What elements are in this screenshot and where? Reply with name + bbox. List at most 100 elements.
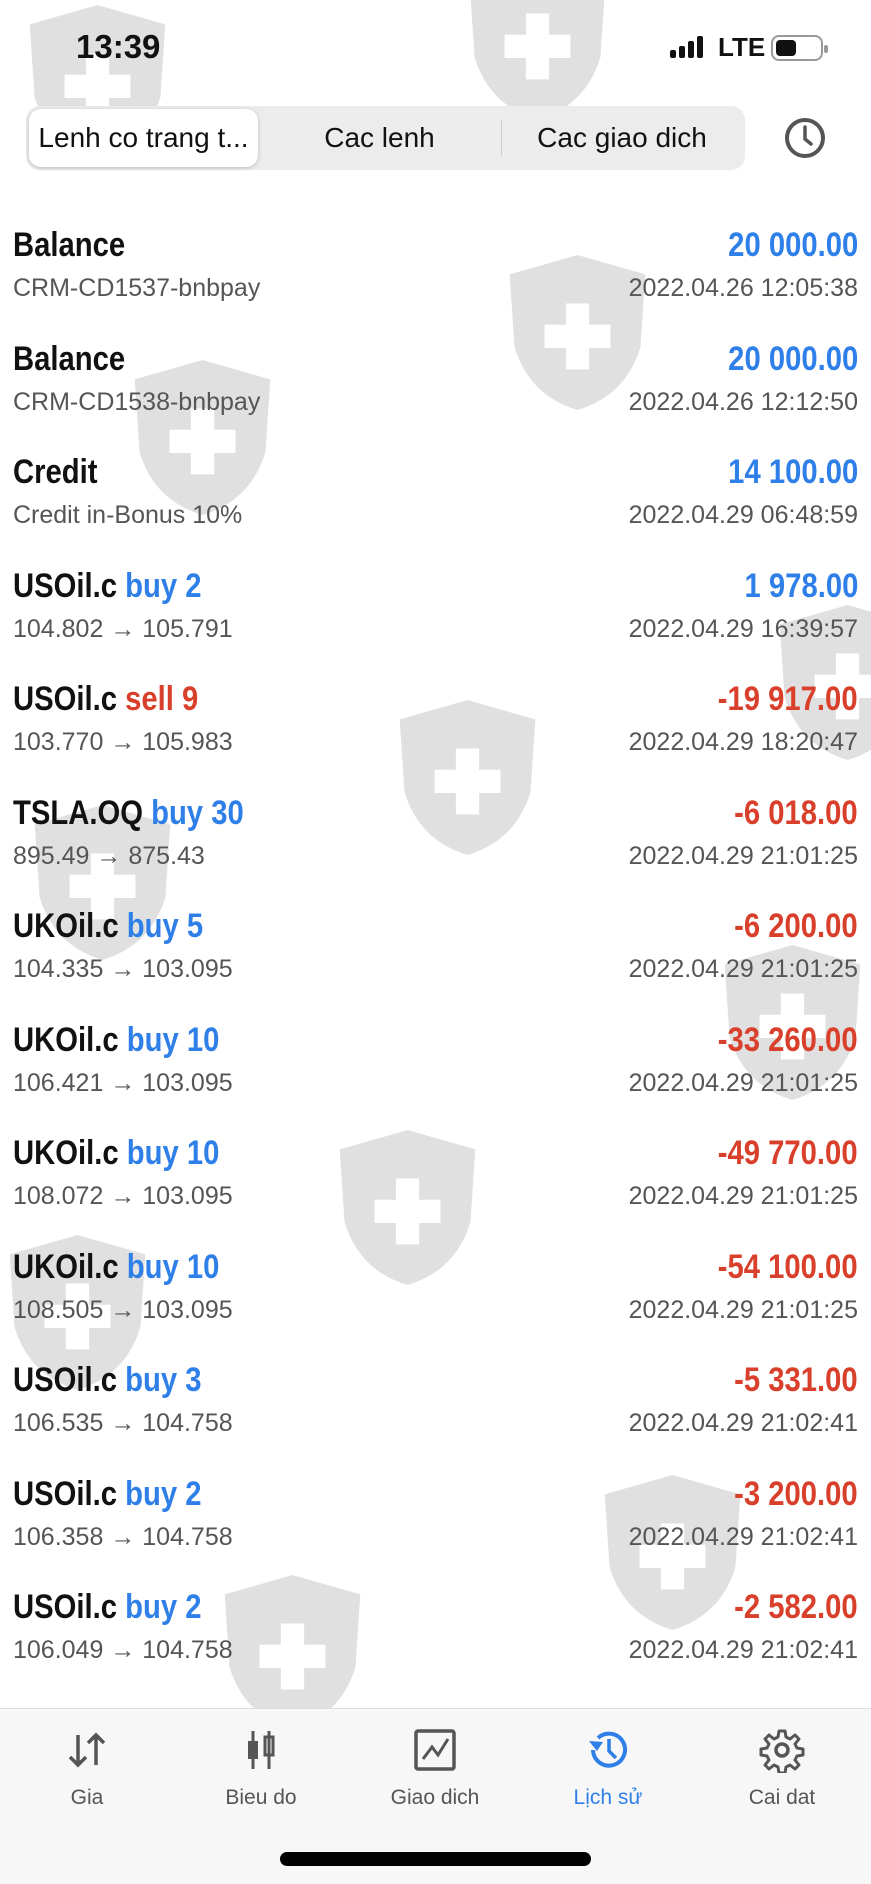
row-title: Balance [13, 226, 125, 265]
row-action: buy 5 [126, 907, 204, 945]
row-subtitle: 106.358 → 104.758 [13, 1522, 233, 1551]
history-row[interactable]: USOil.c buy 2 1 978.00 104.802 → 105.791… [0, 553, 871, 667]
row-datetime: 2022.04.29 21:01:25 [628, 955, 858, 983]
history-row[interactable]: UKOil.c buy 5 -6 200.00 104.335 → 103.09… [0, 893, 871, 1007]
row-title: USOil.c buy 2 [13, 1588, 202, 1627]
row-action: buy 2 [125, 1588, 202, 1626]
status-bar: 13:39 LTE [0, 0, 871, 100]
row-action: buy 3 [125, 1361, 202, 1399]
row-amount: -2 582.00 [734, 1588, 858, 1626]
row-subtitle: 103.770 → 105.983 [13, 728, 233, 756]
row-title: UKOil.c buy 10 [13, 1134, 219, 1173]
history-row[interactable]: USOil.c buy 2 -2 582.00 106.049 → 104.75… [0, 1574, 871, 1688]
trade-chart-icon [414, 1729, 456, 1771]
tab-orders[interactable]: Cac lenh [324, 122, 435, 153]
segmented-control: Lenh co trang t... Cac lenh Cac giao dic… [26, 106, 745, 170]
network-label: LTE [718, 32, 766, 62]
row-amount: -6 018.00 [734, 793, 858, 832]
tab-deals[interactable]: Cac giao dich [537, 122, 707, 153]
row-datetime: 2022.04.29 06:48:59 [628, 501, 858, 529]
history-row[interactable]: Balance 20 000.00 CRM-CD1538-bnbpay 2022… [0, 326, 871, 440]
row-action: sell 9 [125, 680, 199, 718]
row-symbol: UKOil.c [13, 907, 119, 945]
row-symbol: UKOil.c [13, 1134, 119, 1172]
row-symbol: USOil.c [13, 1474, 118, 1513]
row-datetime: 2022.04.29 21:02:41 [628, 1636, 858, 1664]
row-datetime: 2022.04.29 16:39:57 [628, 614, 858, 643]
row-datetime: 2022.04.29 21:01:25 [628, 1182, 858, 1210]
row-symbol: Balance [13, 339, 126, 378]
row-title: Balance [13, 340, 125, 379]
row-title: USOil.c buy 2 [13, 567, 202, 606]
row-datetime: 2022.04.29 21:02:41 [628, 1522, 858, 1551]
nav-label: Cai dat [748, 1786, 816, 1809]
row-symbol: UKOil.c [13, 1020, 119, 1059]
history-row[interactable]: Balance 20 000.00 CRM-CD1537-bnbpay 2022… [0, 212, 871, 326]
row-title: USOil.c sell 9 [13, 680, 198, 719]
row-title: Credit [13, 453, 97, 492]
nav-label: Giao dich [390, 1786, 480, 1809]
nav-item-cai-dat[interactable]: Cai dat [707, 1727, 857, 1810]
tab-positions[interactable]: Lenh co trang t... [29, 109, 258, 167]
row-symbol: USOil.c [13, 1588, 118, 1626]
row-symbol: USOil.c [13, 566, 118, 605]
row-datetime: 2022.04.29 21:02:41 [628, 1409, 858, 1437]
row-amount: -3 200.00 [734, 1474, 858, 1513]
row-amount: -33 260.00 [718, 1020, 858, 1059]
row-datetime: 2022.04.29 21:01:25 [628, 1295, 858, 1324]
history-row[interactable]: UKOil.c buy 10 -33 260.00 106.421 → 103.… [0, 1007, 871, 1121]
row-action: buy 2 [125, 1474, 202, 1513]
row-action: buy 10 [126, 1134, 220, 1172]
row-symbol: Credit [13, 453, 98, 491]
row-action: buy 10 [126, 1020, 220, 1059]
status-time: 13:39 [76, 28, 161, 65]
nav-label: Lịch sử [573, 1786, 643, 1809]
candlestick-icon [248, 1731, 275, 1769]
row-title: UKOil.c buy 5 [13, 907, 203, 946]
row-title: TSLA.OQ buy 30 [13, 794, 244, 833]
row-datetime: 2022.04.26 12:12:50 [628, 387, 858, 416]
nav-item-bieu-do[interactable]: Bieu do [186, 1727, 336, 1810]
row-amount: -5 331.00 [734, 1361, 858, 1399]
row-subtitle: 106.535 → 104.758 [13, 1409, 233, 1437]
row-amount: 20 000.00 [727, 339, 858, 378]
history-row[interactable]: UKOil.c buy 10 -49 770.00 108.072 → 103.… [0, 1120, 871, 1234]
history-list: Balance 20 000.00 CRM-CD1537-bnbpay 2022… [0, 212, 871, 1688]
row-amount: 14 100.00 [727, 453, 858, 491]
row-title: USOil.c buy 3 [13, 1361, 202, 1400]
row-title: UKOil.c buy 10 [13, 1248, 219, 1287]
battery-icon [771, 35, 828, 61]
row-symbol: USOil.c [13, 1361, 118, 1399]
history-row[interactable]: Credit 14 100.00 Credit in-Bonus 10% 202… [0, 439, 871, 553]
row-symbol: UKOil.c [13, 1247, 119, 1286]
row-symbol: TSLA.OQ [13, 793, 143, 832]
row-amount: -6 200.00 [734, 907, 858, 945]
history-row[interactable]: USOil.c buy 3 -5 331.00 106.535 → 104.75… [0, 1347, 871, 1461]
row-subtitle: CRM-CD1537-bnbpay [13, 274, 261, 302]
nav-item-giao-dich[interactable]: Giao dich [360, 1727, 510, 1810]
row-title: USOil.c buy 2 [13, 1475, 202, 1514]
row-subtitle: 108.072 → 103.095 [13, 1182, 233, 1210]
history-row[interactable]: USOil.c buy 2 -3 200.00 106.358 → 104.75… [0, 1461, 871, 1575]
row-subtitle: CRM-CD1538-bnbpay [13, 387, 261, 416]
row-action: buy 30 [151, 793, 244, 832]
nav-item-lịch-sử[interactable]: Lịch sử [533, 1727, 683, 1810]
history-row[interactable]: USOil.c sell 9 -19 917.00 103.770 → 105.… [0, 666, 871, 780]
row-subtitle: 106.421 → 103.095 [13, 1068, 233, 1097]
row-amount: -54 100.00 [718, 1247, 858, 1286]
row-subtitle: 104.802 → 105.791 [13, 614, 233, 643]
nav-item-gia[interactable]: Gia [12, 1727, 162, 1810]
history-icon [589, 1731, 627, 1768]
gear-icon [759, 1729, 805, 1775]
history-row[interactable]: UKOil.c buy 10 -54 100.00 108.505 → 103.… [0, 1234, 871, 1348]
row-symbol: USOil.c [13, 680, 118, 718]
row-subtitle: 895.49 → 875.43 [13, 841, 205, 870]
nav-label: Gia [70, 1786, 104, 1809]
row-datetime: 2022.04.29 21:01:25 [628, 1068, 858, 1097]
row-action: buy 2 [125, 566, 202, 605]
history-row[interactable]: TSLA.OQ buy 30 -6 018.00 895.49 → 875.43… [0, 780, 871, 894]
segment-divider [501, 120, 502, 156]
row-datetime: 2022.04.26 12:05:38 [628, 274, 858, 302]
row-action: buy 10 [126, 1247, 220, 1286]
clock-icon[interactable] [784, 117, 826, 159]
